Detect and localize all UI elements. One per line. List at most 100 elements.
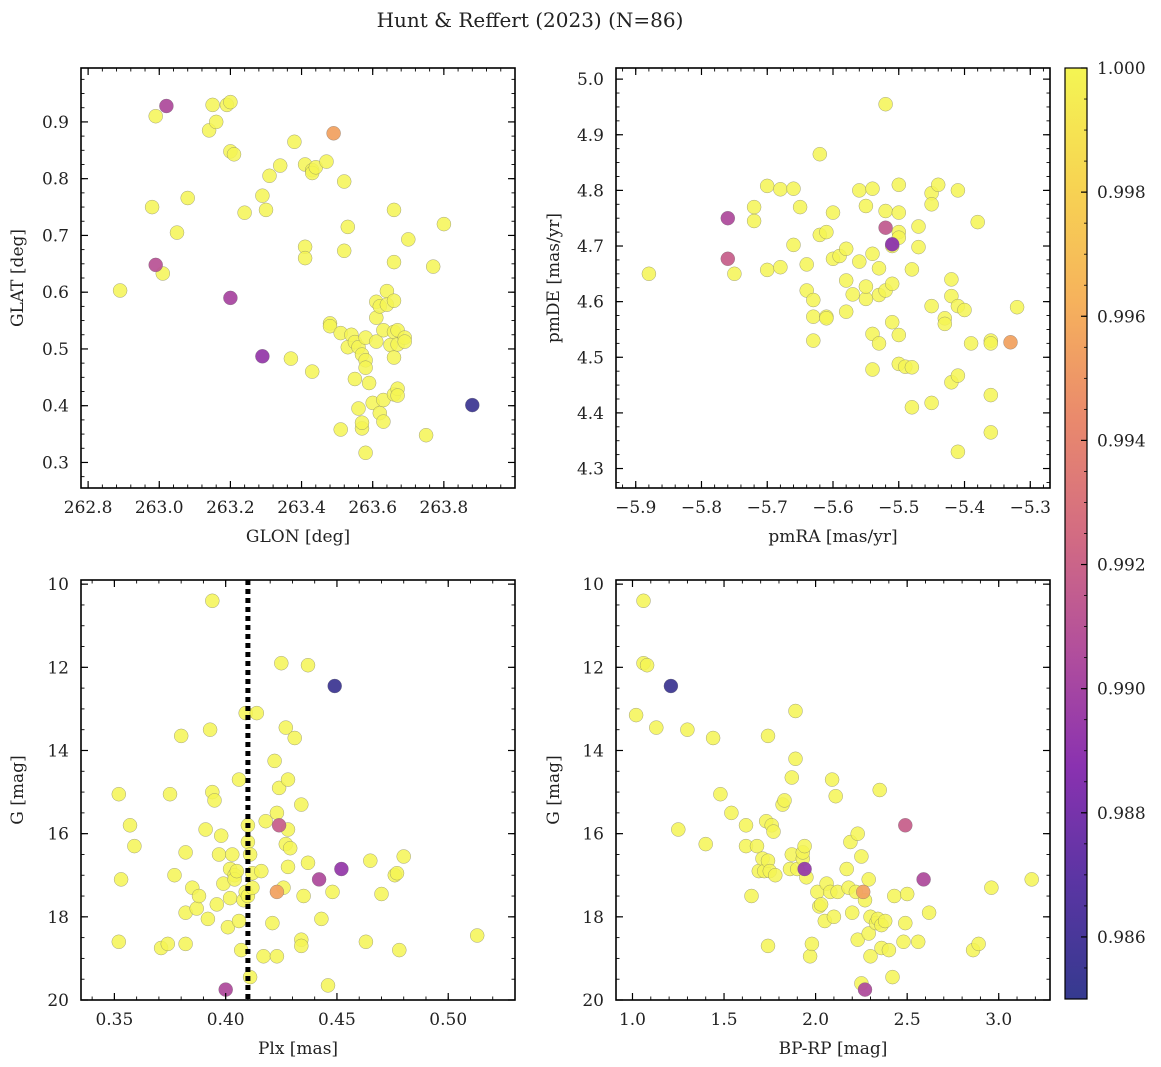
- data-point: [436, 216, 452, 232]
- data-point: [249, 705, 265, 721]
- data-point: [213, 828, 229, 843]
- data-point: [173, 728, 189, 744]
- data-point: [274, 655, 289, 671]
- colorbar-tick-label: 0.996: [1097, 307, 1146, 327]
- data-point: [904, 400, 920, 415]
- data-point: [924, 298, 939, 314]
- axes-frame-bprp-g: [615, 579, 1051, 1001]
- data-point: [111, 786, 127, 802]
- data-point: [797, 838, 812, 854]
- data-point: [389, 865, 405, 881]
- data-point: [881, 942, 897, 958]
- colorbar-tick-label: 0.992: [1097, 556, 1146, 576]
- data-point: [963, 336, 979, 351]
- data-point: [258, 813, 273, 829]
- data-point: [225, 847, 240, 862]
- data-point: [294, 797, 309, 812]
- data-point: [334, 861, 349, 877]
- data-point: [636, 593, 651, 609]
- data-point: [759, 178, 775, 194]
- data-point: [178, 936, 193, 952]
- data-point: [200, 911, 216, 927]
- data-point: [724, 805, 739, 821]
- data-point: [891, 205, 907, 220]
- data-point: [838, 241, 854, 257]
- data-point: [369, 334, 384, 349]
- data-point: [983, 425, 999, 440]
- data-point: [749, 838, 765, 854]
- axes-frame-pmra-pmde: [615, 67, 1051, 489]
- data-point: [639, 657, 655, 673]
- axes-frame-glon-glat: [80, 67, 516, 489]
- data-point: [198, 822, 213, 837]
- data-point: [351, 401, 366, 416]
- y-tick-label: 0.7: [42, 226, 69, 246]
- scatter-points-plx-g: [111, 593, 485, 997]
- data-point: [766, 824, 781, 839]
- data-point: [891, 327, 907, 343]
- data-point: [418, 427, 434, 443]
- data-point: [322, 318, 338, 334]
- colorbar-tick-label: 0.994: [1097, 431, 1146, 451]
- y-tick-label: 20: [47, 991, 69, 1011]
- data-point: [314, 911, 329, 927]
- data-point: [319, 154, 334, 169]
- data-point: [792, 199, 808, 215]
- data-point: [799, 257, 814, 272]
- data-point: [863, 949, 878, 964]
- data-point: [826, 909, 842, 925]
- data-point: [207, 793, 222, 808]
- y-tick-label: 0.8: [42, 170, 69, 190]
- data-point: [111, 934, 127, 950]
- colorbar-tick-label: 0.988: [1097, 804, 1146, 824]
- y-tick-label: 14: [47, 741, 69, 761]
- data-point: [336, 174, 352, 189]
- data-point: [347, 371, 363, 387]
- data-point: [465, 397, 480, 413]
- data-point: [396, 849, 411, 864]
- data-point: [911, 219, 926, 234]
- data-point: [282, 840, 298, 856]
- data-point: [231, 913, 247, 929]
- data-point: [825, 205, 841, 220]
- data-point: [746, 199, 762, 215]
- data-point: [878, 203, 893, 219]
- panel-pmra-pmde: −5.9 −5.8 −5.7 −5.6 −5.5 −5.4 −5.3 4.3 4.4 4.5 4.6…: [544, 67, 1051, 547]
- data-point: [300, 657, 316, 673]
- data-point: [272, 158, 288, 173]
- axis-ticks-plx-g: 0.35 0.40 0.45 0.50 10 12 14 16 18 20: [47, 575, 516, 1030]
- data-point: [271, 818, 287, 833]
- data-point: [784, 770, 800, 785]
- x-axis-label-pmra: pmRA [mas/yr]: [768, 527, 897, 547]
- axis-ticks-bprp-g: 1.0 1.5 2.0 2.5 3.0 10 12 14 16 18 20: [582, 575, 1050, 1030]
- data-point: [760, 938, 776, 954]
- data-point: [705, 730, 721, 746]
- y-axis-label-glat: GLAT [deg]: [8, 229, 28, 327]
- data-point: [911, 239, 926, 255]
- data-point: [425, 259, 441, 274]
- data-point: [855, 884, 871, 900]
- data-point: [746, 213, 762, 229]
- data-point: [872, 782, 887, 798]
- data-point: [806, 333, 821, 348]
- data-point: [376, 414, 391, 429]
- panel-glon-glat: 262.8 263.0 263.2 263.4 263.6 263.8 0.3 0.4 0.5 0…: [8, 67, 516, 547]
- data-point: [850, 826, 865, 841]
- scatter-points-pmra-pmde: [641, 96, 1025, 460]
- data-point: [209, 897, 225, 912]
- y-tick-label: 0.6: [42, 283, 69, 303]
- data-point: [222, 890, 238, 906]
- data-point: [950, 183, 966, 198]
- data-point: [797, 861, 812, 877]
- colorbar-gradient: [1064, 67, 1088, 1000]
- data-point: [256, 949, 271, 964]
- y-axis-label-pmde: pmDE [mas/yr]: [544, 213, 564, 343]
- data-point: [1003, 335, 1018, 350]
- data-point: [828, 788, 843, 804]
- data-point: [924, 395, 939, 411]
- x-tick-label: 0.40: [207, 1010, 245, 1030]
- x-tick-label: −5.7: [747, 498, 788, 518]
- x-tick-label: 0.35: [95, 1010, 133, 1030]
- y-tick-label: 18: [582, 908, 604, 928]
- x-tick-label: 0.50: [429, 1010, 467, 1030]
